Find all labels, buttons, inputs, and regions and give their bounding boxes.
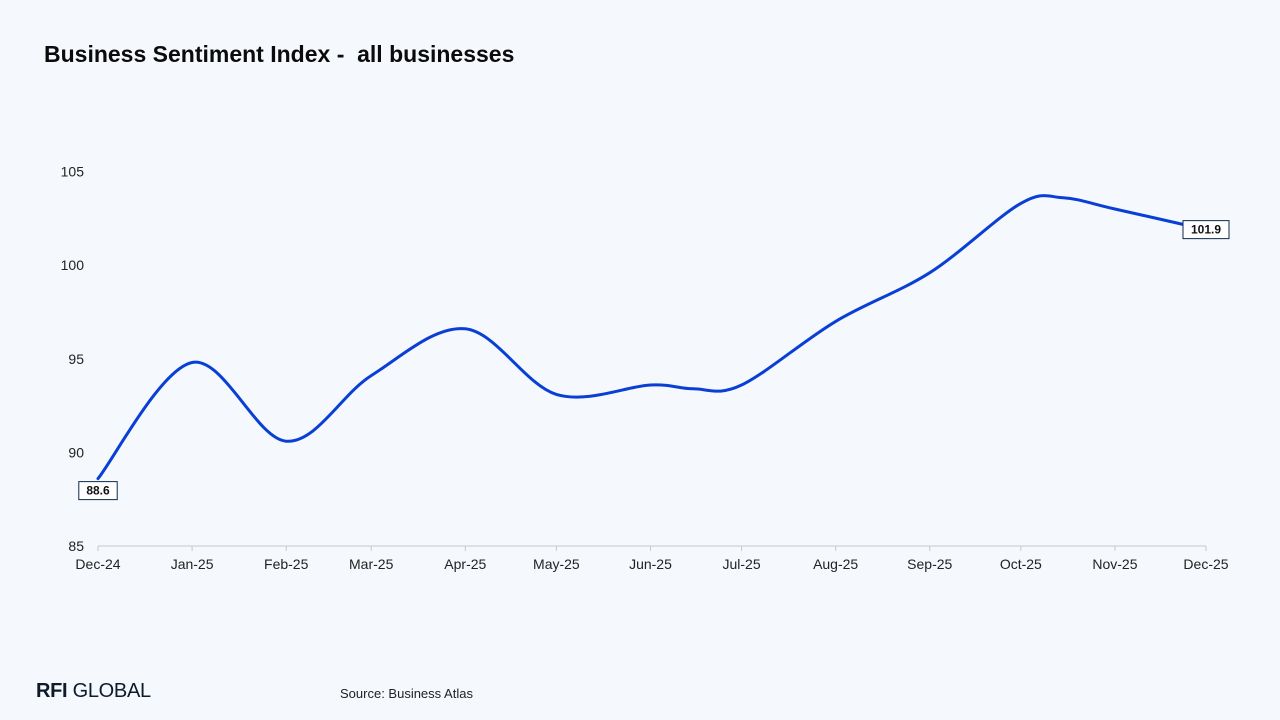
y-tick-label: 105	[61, 164, 85, 180]
data-point	[649, 383, 653, 387]
x-tick-label: Jun-25	[629, 556, 672, 572]
data-point	[96, 477, 100, 481]
logo-rfi-text: RFI	[36, 680, 68, 702]
data-label-box	[1182, 220, 1230, 240]
data-point	[1061, 196, 1065, 200]
data-label-text: 88.6	[86, 484, 110, 498]
data-label: 101.9	[1182, 220, 1230, 240]
rfi-global-logo: RFI GLOBAL	[36, 680, 151, 703]
x-tick-label: Nov-25	[1092, 556, 1137, 572]
x-tick-label: Apr-25	[444, 556, 486, 572]
x-tick-label: Sep-25	[907, 556, 952, 572]
y-axis-ticks: 85 90 95 100 105	[61, 164, 85, 554]
y-tick-label: 100	[61, 257, 85, 273]
data-point	[463, 327, 467, 331]
data-point	[284, 439, 288, 443]
data-label: 88.6	[78, 481, 118, 501]
y-tick-label: 95	[68, 351, 84, 367]
data-point	[1019, 201, 1023, 205]
x-tick-label: Mar-25	[349, 556, 394, 572]
x-tick-label: May-25	[533, 556, 580, 572]
y-tick-label: 85	[68, 538, 84, 554]
x-tick-label: Dec-24	[75, 556, 120, 572]
x-tick-label: Feb-25	[264, 556, 309, 572]
series-group	[96, 194, 1208, 481]
data-point	[834, 319, 838, 323]
x-axis: Dec-24 Jan-25 Feb-25 Mar-25 Apr-25 May-25 Jun-…	[75, 545, 1229, 572]
data-point	[369, 374, 373, 378]
y-tick-label: 90	[68, 444, 84, 460]
data-labels: 88.6 101.9	[78, 220, 1230, 501]
data-label-text: 101.9	[1191, 223, 1221, 237]
data-point	[928, 271, 932, 275]
source-note: Source: Business Atlas	[340, 686, 473, 701]
series-line	[96, 194, 1208, 481]
data-point	[1113, 207, 1117, 211]
chart-title: Business Sentiment Index - all businesse…	[44, 41, 515, 67]
data-point	[691, 387, 695, 391]
data-point	[740, 383, 744, 387]
data-point	[190, 361, 194, 365]
data-label-box	[78, 481, 118, 501]
data-point	[554, 392, 558, 396]
logo-global-text: GLOBAL	[72, 680, 152, 702]
x-tick-label: Dec-25	[1183, 556, 1228, 572]
x-tick-label: Aug-25	[813, 556, 858, 572]
x-tick-label: Oct-25	[1000, 556, 1042, 572]
x-tick-label: Jul-25	[722, 556, 760, 572]
x-tick-label: Jan-25	[171, 556, 214, 572]
